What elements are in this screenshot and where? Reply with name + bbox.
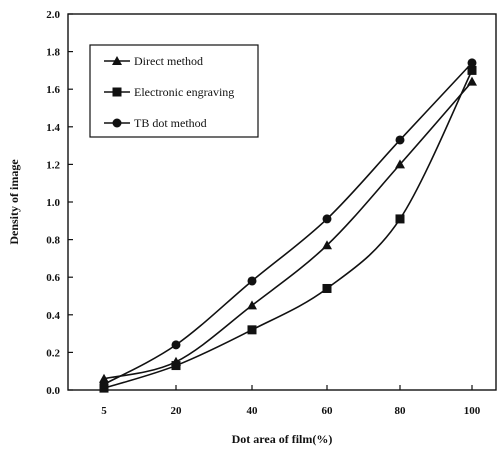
y-tick-label: 0.6 [46, 272, 60, 284]
data-point-electronic-engraving [322, 283, 332, 293]
legend-marker-square [112, 87, 122, 97]
data-point-electronic-engraving [171, 361, 181, 371]
y-tick-label: 1.0 [46, 197, 60, 209]
x-tick-label: 20 [171, 405, 183, 417]
axes: 0.0 0.2 0.4 0.6 0.8 1.0 1.2 1.4 1.6 1.8 2.0 5 20 40 60… [46, 9, 497, 417]
x-axis-title: Dot area of film(%) [232, 432, 333, 446]
y-tick-label: 0.0 [46, 385, 60, 397]
data-point-electronic-engraving [467, 65, 477, 75]
data-point-tb-dot-method [171, 340, 181, 350]
data-point-tb-dot-method [99, 379, 109, 389]
data-point-tb-dot-method [467, 58, 477, 68]
data-point-tb-dot-method [247, 276, 257, 286]
data-point-direct-method [99, 373, 109, 383]
data-point-tb-dot-method [395, 135, 405, 145]
legend-marker-triangle [112, 56, 122, 65]
data-point-direct-method [322, 240, 332, 250]
data-point-electronic-engraving [395, 214, 405, 224]
legend-marker-circle [112, 118, 122, 128]
series-layer [99, 58, 477, 393]
y-axis-title: Density of image [7, 159, 21, 245]
y-tick-label: 1.8 [46, 47, 60, 59]
x-tick-label: 80 [395, 405, 407, 417]
legend-label: Direct method [134, 54, 203, 68]
data-point-electronic-engraving [247, 325, 257, 335]
y-tick-label: 1.2 [46, 159, 60, 171]
data-point-direct-method [467, 76, 477, 86]
x-tick-label: 40 [247, 405, 259, 417]
y-tick-label: 0.4 [46, 310, 60, 322]
x-tick-label: 60 [322, 405, 334, 417]
y-tick-label: 2.0 [46, 9, 60, 21]
y-tick-label: 0.2 [46, 347, 60, 359]
data-point-tb-dot-method [322, 214, 332, 224]
y-tick-label: 0.8 [46, 235, 60, 247]
x-tick-label: 5 [101, 405, 107, 417]
legend-label: Electronic engraving [134, 85, 234, 99]
x-tick-label: 100 [464, 405, 481, 417]
series-tb-dot-method [99, 58, 477, 389]
y-tick-label: 1.4 [46, 122, 60, 134]
data-point-direct-method [247, 300, 257, 310]
legend: Direct method Electronic engraving TB dot … [89, 44, 259, 138]
legend-label: TB dot method [134, 116, 207, 130]
y-tick-label: 1.6 [46, 84, 60, 96]
series-line-tb-dot-method [103, 62, 473, 386]
data-point-direct-method [395, 159, 405, 169]
